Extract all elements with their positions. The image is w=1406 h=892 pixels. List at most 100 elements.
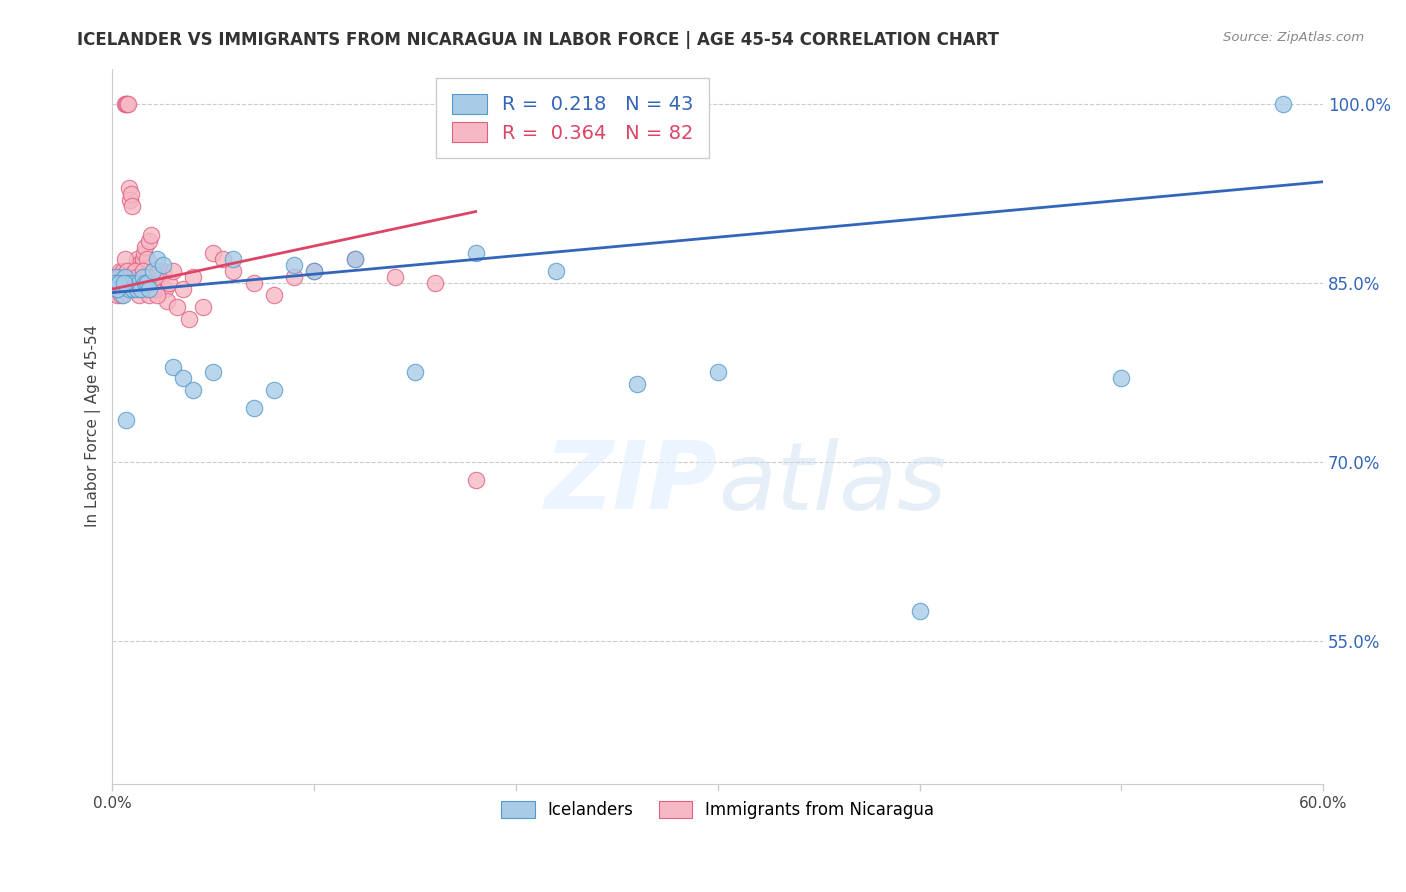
Point bbox=[242, 401, 264, 416]
Point bbox=[108, 270, 131, 285]
Point bbox=[142, 264, 165, 278]
Point bbox=[132, 264, 155, 278]
Point bbox=[138, 235, 160, 249]
Point bbox=[139, 228, 162, 243]
Point bbox=[103, 276, 125, 290]
Point bbox=[146, 288, 169, 302]
Point bbox=[143, 276, 166, 290]
Point bbox=[111, 270, 134, 285]
Point bbox=[114, 97, 136, 112]
Point bbox=[141, 276, 163, 290]
Point bbox=[148, 264, 170, 278]
Point bbox=[104, 270, 127, 285]
Point bbox=[177, 311, 200, 326]
Point bbox=[142, 270, 165, 285]
Point bbox=[127, 258, 149, 272]
Point bbox=[112, 270, 135, 285]
Point bbox=[122, 276, 145, 290]
Point bbox=[212, 252, 235, 267]
Point bbox=[283, 258, 305, 272]
Point bbox=[111, 288, 134, 302]
Point bbox=[107, 282, 129, 296]
Point bbox=[134, 276, 156, 290]
Point bbox=[108, 270, 131, 285]
Point bbox=[464, 473, 486, 487]
Point bbox=[128, 264, 150, 278]
Point bbox=[118, 270, 141, 285]
Point bbox=[162, 264, 184, 278]
Point bbox=[142, 282, 165, 296]
Point bbox=[124, 264, 146, 278]
Point bbox=[464, 246, 486, 260]
Point bbox=[107, 282, 129, 296]
Point bbox=[105, 270, 128, 285]
Point bbox=[138, 288, 160, 302]
Point bbox=[120, 186, 142, 201]
Point bbox=[115, 97, 138, 112]
Point bbox=[283, 270, 305, 285]
Point bbox=[425, 276, 447, 290]
Point bbox=[134, 282, 156, 296]
Point bbox=[156, 293, 179, 308]
Point bbox=[128, 288, 150, 302]
Point bbox=[110, 288, 132, 302]
Point bbox=[181, 270, 204, 285]
Point bbox=[121, 276, 143, 290]
Point bbox=[128, 276, 150, 290]
Point bbox=[146, 282, 169, 296]
Point bbox=[626, 377, 648, 392]
Point bbox=[149, 270, 172, 285]
Point bbox=[202, 366, 225, 380]
Point bbox=[122, 270, 145, 285]
Point bbox=[117, 282, 139, 296]
Point bbox=[124, 264, 146, 278]
Point bbox=[143, 270, 166, 285]
Point bbox=[129, 264, 152, 278]
Point bbox=[263, 288, 285, 302]
Point bbox=[110, 276, 132, 290]
Point bbox=[157, 276, 180, 290]
Point bbox=[152, 258, 174, 272]
Point bbox=[343, 252, 366, 267]
Point bbox=[135, 276, 157, 290]
Point bbox=[222, 264, 245, 278]
Point bbox=[152, 264, 174, 278]
Point bbox=[707, 366, 730, 380]
Point bbox=[384, 270, 406, 285]
Point bbox=[117, 180, 139, 194]
Point bbox=[302, 264, 325, 278]
Text: ZIP: ZIP bbox=[546, 437, 718, 529]
Point bbox=[181, 384, 204, 398]
Point bbox=[112, 276, 135, 290]
Point bbox=[104, 276, 127, 290]
Point bbox=[108, 276, 131, 290]
Point bbox=[546, 264, 568, 278]
Point bbox=[117, 97, 139, 112]
Point bbox=[131, 270, 153, 285]
Point bbox=[138, 282, 160, 296]
Point bbox=[146, 252, 169, 267]
Point bbox=[114, 270, 136, 285]
Point bbox=[104, 282, 127, 296]
Point bbox=[134, 240, 156, 254]
Point bbox=[107, 276, 129, 290]
Point bbox=[107, 282, 129, 296]
Point bbox=[114, 97, 136, 112]
Point bbox=[120, 276, 142, 290]
Point bbox=[193, 300, 215, 314]
Point bbox=[343, 252, 366, 267]
Point bbox=[302, 264, 325, 278]
Point bbox=[153, 282, 176, 296]
Point bbox=[115, 276, 138, 290]
Point bbox=[242, 276, 264, 290]
Point bbox=[1271, 97, 1294, 112]
Point bbox=[125, 270, 148, 285]
Point bbox=[125, 252, 148, 267]
Text: ICELANDER VS IMMIGRANTS FROM NICARAGUA IN LABOR FORCE | AGE 45-54 CORRELATION CH: ICELANDER VS IMMIGRANTS FROM NICARAGUA I… bbox=[77, 31, 1000, 49]
Point bbox=[105, 276, 128, 290]
Point bbox=[135, 252, 157, 267]
Point bbox=[202, 246, 225, 260]
Point bbox=[166, 300, 188, 314]
Point bbox=[114, 252, 136, 267]
Point bbox=[1111, 371, 1133, 385]
